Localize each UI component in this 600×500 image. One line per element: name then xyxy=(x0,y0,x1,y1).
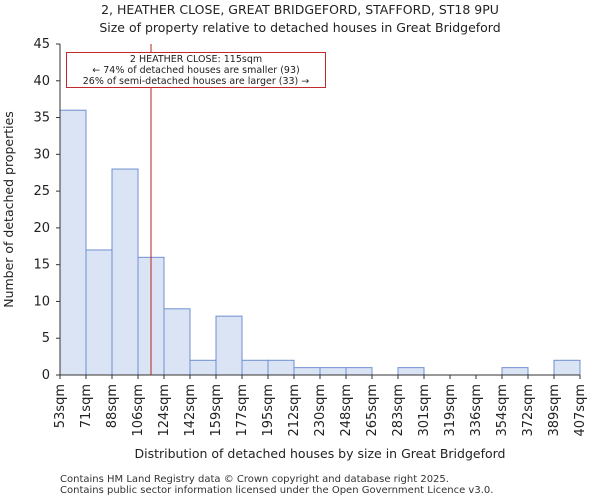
x-tick-label-248sqm: 248sqm xyxy=(339,384,354,437)
x-tick-label-407sqm: 407sqm xyxy=(573,384,588,437)
annotation-line2: ← 74% of detached houses are smaller (93… xyxy=(92,65,300,76)
y-tick-label-5: 5 xyxy=(42,331,50,346)
x-tick-label-283sqm: 283sqm xyxy=(391,384,406,437)
bar-71sqm xyxy=(85,249,113,376)
x-tick-label-301sqm: 301sqm xyxy=(417,384,432,437)
bar-53sqm xyxy=(59,109,87,376)
x-tick-label-195sqm: 195sqm xyxy=(261,384,276,437)
bar-212sqm xyxy=(293,367,321,376)
y-tick-label-20: 20 xyxy=(33,221,50,236)
bar-177sqm xyxy=(241,359,269,376)
bar-354sqm xyxy=(501,367,529,376)
x-tick-label-372sqm: 372sqm xyxy=(521,384,536,437)
y-tick-label-0: 0 xyxy=(42,368,50,383)
footer-licence: Contains public sector information licen… xyxy=(60,485,494,496)
y-tick-label-40: 40 xyxy=(33,74,50,89)
x-tick-label-389sqm: 389sqm xyxy=(547,384,562,437)
x-tick-label-319sqm: 319sqm xyxy=(443,384,458,437)
bar-195sqm xyxy=(267,359,295,376)
bar-88sqm xyxy=(111,168,139,376)
chart-title-line2: Size of property relative to detached ho… xyxy=(99,20,501,35)
annotation-line1: 2 HEATHER CLOSE: 115sqm xyxy=(129,54,263,65)
y-tick-label-35: 35 xyxy=(33,111,50,126)
x-tick-label-177sqm: 177sqm xyxy=(235,384,250,437)
x-tick-label-159sqm: 159sqm xyxy=(209,384,224,437)
bar-230sqm xyxy=(319,367,347,376)
x-tick-label-106sqm: 106sqm xyxy=(131,384,146,437)
annotation-line3: 26% of semi-detached houses are larger (… xyxy=(82,76,310,87)
y-tick-label-25: 25 xyxy=(33,184,50,199)
bar-159sqm xyxy=(215,315,243,376)
bar-283sqm xyxy=(397,367,425,376)
x-axis-label: Distribution of detached houses by size … xyxy=(135,446,506,461)
x-tick-label-230sqm: 230sqm xyxy=(313,384,328,437)
x-tick-label-142sqm: 142sqm xyxy=(183,384,198,437)
x-tick-label-265sqm: 265sqm xyxy=(365,384,380,437)
bar-142sqm xyxy=(189,359,217,376)
x-tick-label-354sqm: 354sqm xyxy=(495,384,510,437)
x-tick-label-53sqm: 53sqm xyxy=(53,384,68,428)
bar-389sqm xyxy=(553,359,581,376)
x-tick-label-212sqm: 212sqm xyxy=(287,384,302,437)
y-tick-label-30: 30 xyxy=(33,147,50,162)
footer-copyright: Contains HM Land Registry data © Crown c… xyxy=(60,474,449,485)
y-tick-label-15: 15 xyxy=(33,258,50,273)
property-annotation-box: 2 HEATHER CLOSE: 115sqm ← 74% of detache… xyxy=(66,52,326,88)
y-tick-label-10: 10 xyxy=(33,294,50,309)
bar-124sqm xyxy=(163,308,191,376)
bar-248sqm xyxy=(345,367,373,376)
x-tick-label-88sqm: 88sqm xyxy=(105,384,120,428)
histogram-chart: 0 5 10 15 20 25 30 35 40 45 53sqm 71sqm 88sqm 106sqm 1… xyxy=(1,37,588,461)
chart-title-line1: 2, HEATHER CLOSE, GREAT BRIDGEFORD, STAF… xyxy=(101,2,499,17)
y-tick-label-45: 45 xyxy=(33,37,50,52)
y-axis-label: Number of detached properties xyxy=(1,111,16,308)
x-tick-label-71sqm: 71sqm xyxy=(79,384,94,428)
x-tick-label-336sqm: 336sqm xyxy=(469,384,484,437)
x-tick-label-124sqm: 124sqm xyxy=(157,384,172,437)
